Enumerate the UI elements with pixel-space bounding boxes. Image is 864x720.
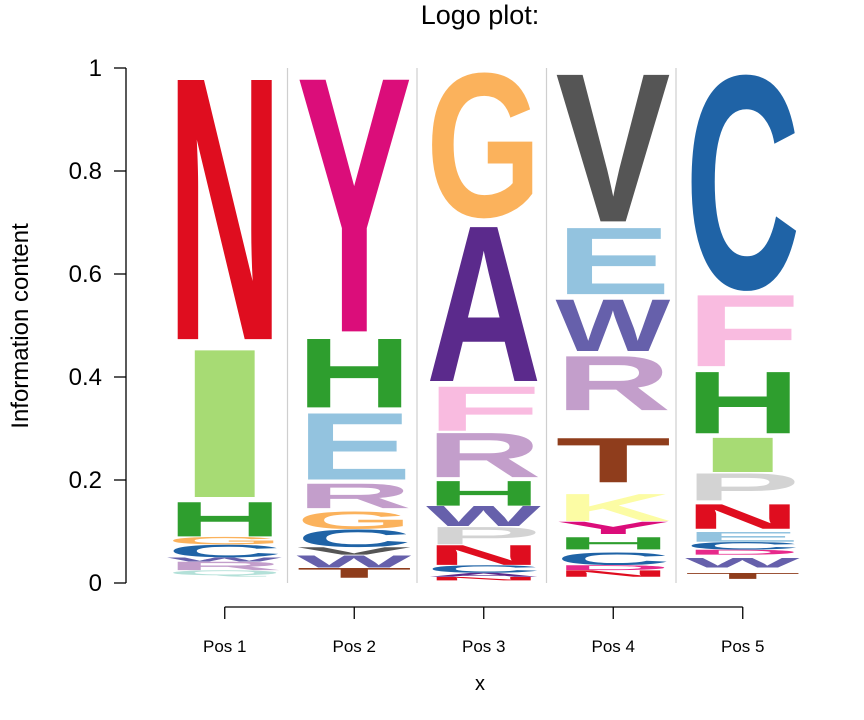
logo-letter-w: W [167,556,283,562]
logo-letter-y: Y [556,518,671,538]
y-tick-label: 1 [89,55,102,82]
logo-letter-c: C [556,549,671,569]
logo-letter-f: F [426,373,541,445]
logo-letter-v: V [297,545,412,557]
logo-letter-c: C [167,541,282,561]
logo-letter-e: E [297,393,413,501]
y-axis: 0 0.2 0.4 0.6 0.8 1 [69,55,127,597]
position-separators [286,68,677,583]
logo-letter-d: D [556,564,671,572]
logo-letter-p: P [685,465,800,509]
logo-letter-h: H [167,492,282,547]
y-tick-label: 0.8 [69,158,102,185]
x-tick-label: Pos 4 [592,637,635,656]
logo-letter-e: E [556,207,672,315]
logo-letter-t: T [556,424,671,496]
logo-letter-a: A [426,180,542,430]
x-tick-label: Pos 2 [333,637,376,656]
x-tick-label: Pos 3 [462,637,505,656]
logo-letter-a: A [426,572,541,578]
logo-letter-h: H [685,354,800,453]
logo-letter-n: N [426,539,541,571]
logo-letter-t: T [297,565,412,581]
y-axis-label: Information content [7,223,34,429]
logo-letter-n: N [685,497,800,537]
logo-letter-r: R [167,559,283,573]
logo-letter-c: C [426,563,541,575]
logo-letter-y: Y [297,0,412,409]
logo-letter-w: W [297,552,412,572]
logo-letter-i: I [167,304,282,542]
logo-letter-h: H [297,318,412,429]
logo-letter-h: H [426,473,541,513]
x-tick-label: Pos 1 [203,637,246,656]
x-axis: Pos 1 Pos 2 Pos 3 Pos 4 Pos 5 [203,606,764,656]
logo-letter-w: W [426,500,542,532]
logo-letter-n: N [426,576,541,582]
y-tick-label: 0 [89,570,102,597]
logo-letter-p: P [426,522,541,550]
chart-title: Logo plot: [421,0,540,30]
logo-letter-v: V [556,30,671,267]
logo-glyphs: NIHGCWRQYHERGCVWTGAFRHWPNCANVEWRTKYHCDNC… [167,0,800,581]
logo-letter-h: H [556,534,671,554]
logo-letter-k: K [556,486,672,530]
logo-letter-f: F [685,273,800,388]
y-tick-label: 0.6 [69,261,102,288]
logo-letter-w: W [556,284,672,367]
logo-letter-d: D [685,548,800,556]
logo-letter-g: G [426,30,541,261]
logo-letter-i: I [685,427,800,483]
logo-letter-r: R [556,339,672,427]
logo-letter-n: N [167,0,282,420]
logo-letter-c: C [685,11,800,353]
logo-letter-e: E [685,529,800,545]
logo-letter-c: C [297,524,413,552]
logo-letter-c: C [685,540,800,552]
logo-letter-g: G [167,535,282,547]
logo-letter-t: T [685,571,800,580]
y-tick-label: 0.2 [69,467,102,494]
y-tick-label: 0.4 [69,364,102,391]
x-tick-label: Pos 5 [721,637,764,656]
logo-letter-w: W [685,555,800,571]
logo-letter-n: N [556,568,671,578]
x-axis-label: x [475,673,485,695]
logo-letter-r: R [297,476,412,516]
logo-letter-q: Q [167,569,282,577]
logo-letter-g: G [297,506,412,534]
logo-letter-r: R [426,419,541,490]
